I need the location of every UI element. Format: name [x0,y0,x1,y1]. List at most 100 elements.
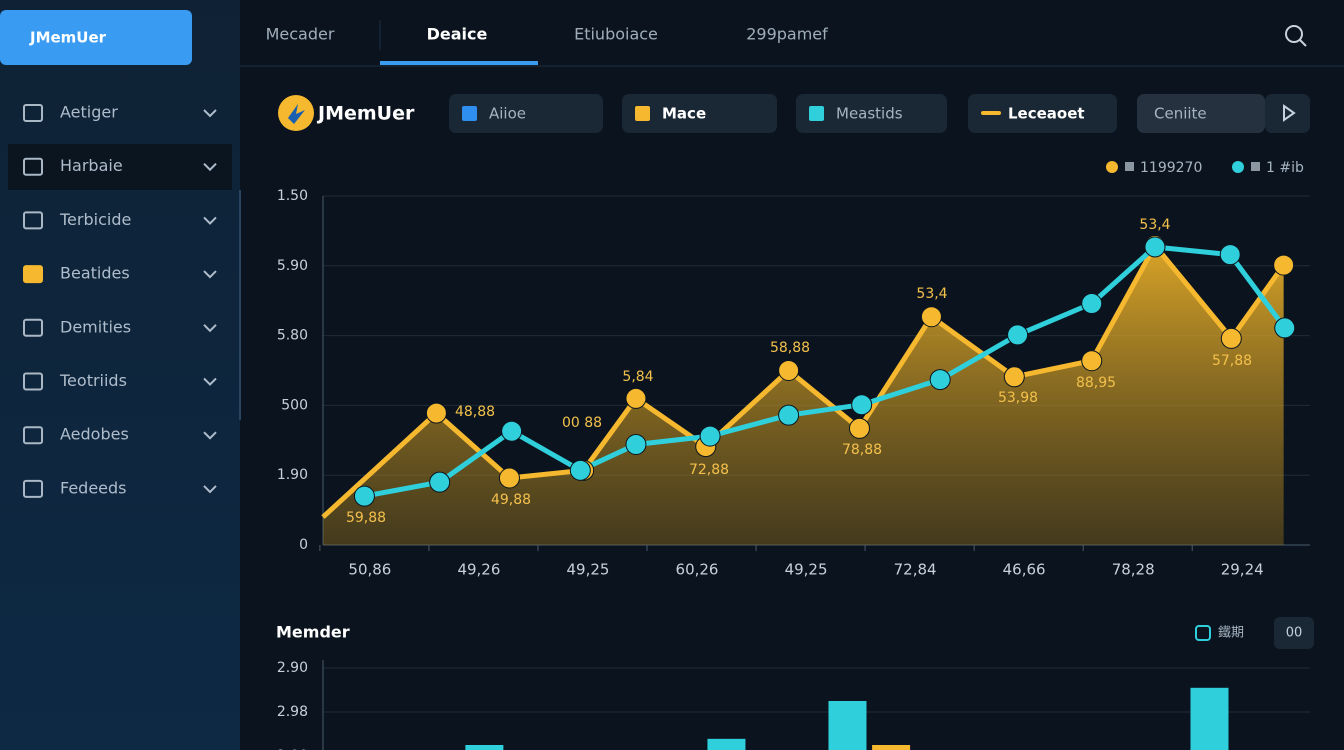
nav-label: Terbicide [59,210,131,229]
y-tick-label: 500 [281,397,308,413]
point [353,485,375,507]
y-tick-label: 5.80 [277,328,308,344]
x-tick-label: 50,86 [348,561,391,579]
next-button[interactable] [1265,94,1310,133]
button-icon [635,106,650,121]
nav-label: Aetiger [60,103,118,122]
point [1144,236,1166,258]
x-tick-label: 49,25 [785,561,828,579]
point [501,420,523,442]
data-annotation: 53,4 [1139,217,1170,233]
x-tick-label: 60,26 [676,561,719,579]
y-tick-label: 0 [299,537,308,553]
point [1003,366,1025,388]
nav-label: Teotriids [59,371,127,390]
nav-label: Demities [60,317,131,336]
tab[interactable]: Deaice [427,25,488,44]
brand-icon-mark [288,104,305,124]
button-label: Mace [662,105,706,123]
point [1273,254,1295,276]
logo-text: JMemUer [29,29,107,47]
nav-icon [23,318,43,337]
y-tick-label: 1.50 [277,188,308,204]
legend-label: 1 #ib [1266,160,1304,176]
search-icon[interactable] [1285,25,1303,43]
nav-chevron [203,270,217,279]
point [625,433,647,455]
nav-chevron [203,485,217,494]
nav-label: Harbaie [60,156,123,175]
toolbar-button[interactable] [449,94,603,133]
bar-legend: 鐵期 [1218,625,1244,641]
logo-button[interactable] [0,10,192,65]
bar [1190,687,1229,750]
point [929,369,951,391]
toolbar-button[interactable] [796,94,947,133]
data-annotation: 57,88 [1212,353,1252,369]
x-tick-label: 78,28 [1112,561,1155,579]
tab[interactable]: Etiuboiace [574,25,658,44]
data-annotation: 5,84 [622,369,653,385]
point [625,387,647,409]
nav-chevron [203,109,217,118]
legend-square [1125,162,1134,171]
nav-icon [23,479,43,498]
search-icon-handle [1299,39,1307,47]
bar-legend-icon [1195,625,1211,641]
toolbar-button[interactable] [622,94,777,133]
point [848,417,870,439]
tab[interactable]: 299pamef [746,25,828,44]
button-icon [981,111,1001,115]
point [778,360,800,381]
nav-icon [23,372,43,391]
bar [872,745,911,750]
y-tick-label: 2.90 [277,660,308,676]
point [851,394,873,416]
legend-square [1251,162,1260,171]
active-tab-underline [380,61,538,65]
data-annotation: 53,4 [916,286,947,302]
point [569,459,591,481]
data-annotation: 48,88 [455,404,495,420]
nav-chevron [203,162,217,172]
data-annotation: 72,88 [689,462,729,478]
nav-label: Aedobes [60,425,129,444]
point [498,467,520,489]
next-arrow [1283,104,1296,122]
y-tick-label: 2.98 [277,704,308,720]
point [1274,317,1296,339]
line [321,243,1286,519]
button-label: Aiioe [489,105,526,123]
y-tick-label: 5.90 [277,258,308,274]
toolbar-button[interactable] [1137,94,1265,133]
area [323,245,1284,546]
point [1081,350,1103,372]
nav-chevron [203,377,217,386]
data-annotation: 00 88 [562,415,602,431]
nav-icon [23,157,43,176]
data-annotation: 49,88 [491,492,531,508]
x-tick-label: 49,25 [566,561,609,579]
bar [828,701,867,750]
nav-icon [23,265,43,284]
data-annotation: 58,88 [770,340,810,356]
bar [465,745,504,750]
point [778,404,800,426]
nav-chevron [203,431,217,440]
bar-button[interactable] [1274,617,1314,649]
point [1220,327,1242,349]
nav-icon [23,104,43,122]
point [429,471,451,493]
data-annotation: 88,95 [1076,375,1116,391]
bar-button-label: 00 [1286,626,1303,641]
toolbar-button[interactable] [968,94,1117,133]
bar-chart-title: Memder [276,623,350,642]
line [363,244,1287,499]
button-label: Meastids [836,105,903,123]
point [425,402,447,424]
tab[interactable]: Mecader [266,25,335,44]
y-tick-label: 2.00 [277,748,308,750]
sidebar [0,0,240,750]
bar [707,738,746,750]
data-annotation: 59,88 [346,510,386,526]
